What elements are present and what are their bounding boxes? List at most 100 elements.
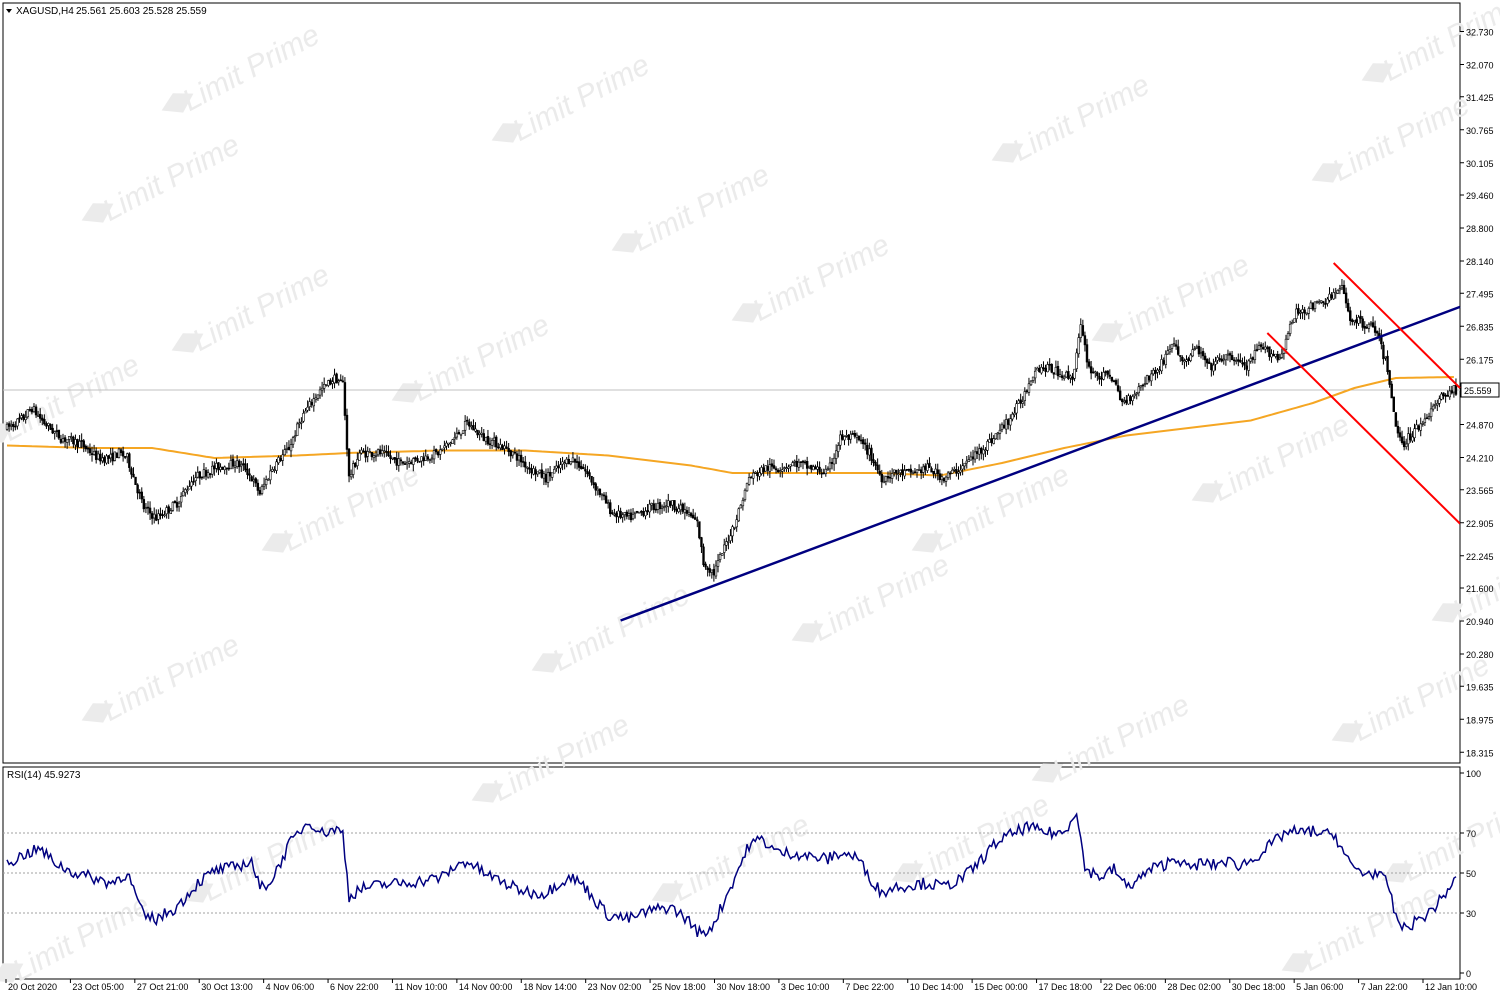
candle-body [795, 460, 798, 468]
watermark-text: Limit Prime [187, 258, 335, 358]
candle-body [126, 453, 129, 458]
candle-body [331, 381, 334, 384]
candle-body [221, 466, 224, 470]
watermark-logo-icon [651, 883, 684, 903]
candle-body [1402, 441, 1406, 448]
candle-body [611, 512, 614, 514]
candle-body [107, 455, 110, 459]
candle-body [776, 470, 780, 473]
candle-body [1083, 335, 1087, 346]
candle-body [805, 461, 809, 469]
candle-body [314, 397, 318, 400]
candle-body [1218, 358, 1221, 360]
candle-body [1353, 320, 1356, 323]
candle-body [335, 373, 338, 384]
price-axis-label: 22.245 [1466, 552, 1494, 562]
candle-body [863, 442, 867, 445]
candle-body [217, 462, 220, 471]
candle-body [298, 422, 301, 425]
candle-body [602, 494, 606, 497]
watermark-logo-icon [1381, 863, 1414, 883]
candle-body [279, 458, 282, 461]
candle-body [915, 469, 919, 474]
candle-body [1340, 285, 1344, 289]
candle-body [752, 472, 755, 479]
trendline-layer[interactable] [620, 262, 1461, 622]
candle-body [971, 456, 975, 460]
watermark-logo-icon [911, 533, 944, 553]
candle-body [1054, 367, 1058, 375]
candle-body [1013, 412, 1016, 416]
candle-body [229, 460, 233, 470]
candle-body [1334, 292, 1337, 294]
watermark-logo-icon [1281, 953, 1314, 973]
candle-body [360, 449, 363, 454]
candle-body [248, 473, 251, 476]
candle-body [109, 453, 112, 459]
candle-body [534, 469, 537, 475]
time-axis-label: 28 Dec 02:00 [1167, 982, 1221, 992]
candle-body [250, 476, 253, 482]
candle-body [665, 505, 668, 508]
candle-body [764, 465, 767, 472]
time-axis-label: 18 Nov 14:00 [523, 982, 577, 992]
candle-body [434, 449, 438, 453]
candlestick-layer [5, 279, 1458, 582]
candle-body [727, 541, 730, 543]
candle-body [119, 449, 123, 453]
candle-body [621, 514, 624, 518]
candle-body [681, 503, 684, 512]
candle-body [868, 448, 871, 456]
watermark-text: Limit Prime [1007, 68, 1155, 168]
candle-body [1415, 424, 1418, 429]
time-axis-label: 15 Dec 00:00 [974, 982, 1028, 992]
candle-body [1139, 385, 1143, 388]
watermark-logo-icon [731, 303, 764, 323]
candle-body [808, 465, 811, 468]
candle-body [414, 457, 417, 460]
candle-body [694, 517, 697, 520]
candle-body [1278, 357, 1281, 360]
time-axis-label: 7 Jan 22:00 [1361, 982, 1408, 992]
candle-body [861, 439, 865, 445]
candle-body [244, 463, 247, 471]
candle-body [1326, 298, 1329, 304]
watermark-logo-icon [991, 143, 1024, 163]
candle-body [1015, 403, 1018, 414]
candle-body [1214, 361, 1217, 365]
candle-body [1042, 367, 1045, 370]
candle-body [646, 510, 649, 513]
candle-body [1073, 368, 1076, 379]
candle-body [1431, 405, 1435, 410]
time-axis-label: 22 Dec 06:00 [1103, 982, 1157, 992]
candle-body [453, 437, 456, 440]
candle-body [1102, 372, 1105, 380]
candle-body [994, 433, 997, 440]
candle-body [1446, 394, 1449, 397]
candle-body [685, 510, 689, 514]
candle-body [61, 438, 65, 443]
candle-body [366, 451, 369, 457]
candle-body [1206, 359, 1209, 364]
candle-body [667, 500, 670, 507]
candle-body [441, 448, 444, 451]
candle-body [606, 502, 610, 504]
candle-body [80, 440, 83, 442]
candle-body [1150, 373, 1153, 382]
candle-body [1249, 358, 1252, 362]
candle-body [213, 465, 216, 470]
candle-body [1311, 302, 1315, 310]
candle-body [1201, 351, 1205, 357]
candle-body [51, 427, 54, 434]
candle-body [1365, 326, 1369, 329]
candle-body [1336, 289, 1340, 294]
candle-body [1361, 318, 1364, 328]
candle-body [345, 414, 349, 450]
candle-body [683, 509, 687, 513]
candle-body [584, 469, 587, 472]
candle-body [536, 471, 539, 475]
candle-body [1156, 369, 1159, 373]
candle-body [513, 451, 517, 454]
candle-body [26, 409, 29, 418]
